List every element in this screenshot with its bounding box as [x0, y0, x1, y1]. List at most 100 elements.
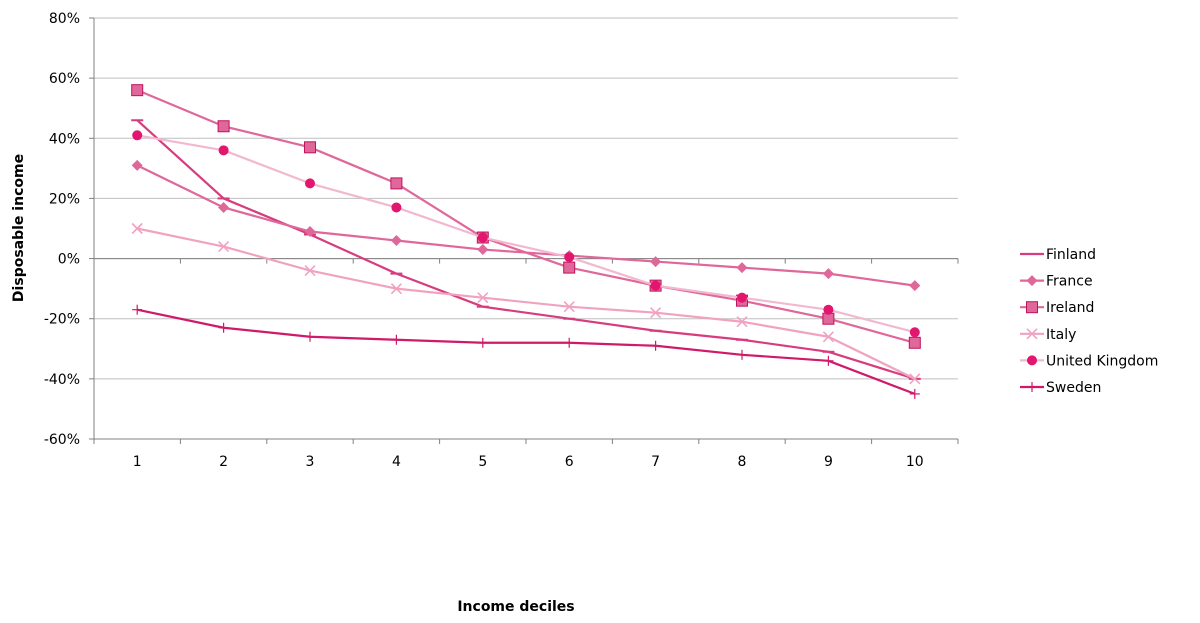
series-line [137, 134, 916, 334]
series-ireland [131, 84, 921, 349]
data-point-circle [909, 327, 920, 338]
data-point-circle [564, 252, 575, 263]
x-tick-label: 3 [306, 454, 315, 470]
x-axis-title: Income deciles [457, 599, 574, 615]
data-point-square [304, 141, 316, 154]
data-point-circle [132, 130, 143, 141]
data-point-circle [305, 178, 315, 189]
data-point-square [131, 84, 144, 97]
data-point-plus [391, 334, 402, 345]
data-point-cross [477, 292, 489, 304]
data-point-cross [218, 240, 230, 253]
y-tick-label: 60% [49, 71, 80, 87]
x-tick-label: 5 [478, 454, 487, 470]
series-italy [131, 222, 921, 385]
series-line [136, 308, 916, 395]
data-point-square [390, 177, 403, 190]
legend-label: Italy [1046, 327, 1076, 343]
data-point-cross [909, 373, 921, 385]
data-point-plus [650, 340, 661, 351]
data-point-diamond [477, 244, 489, 256]
legend-item: Italy [1020, 327, 1076, 343]
data-point-diamond [1026, 275, 1038, 287]
data-point-cross [563, 301, 575, 313]
data-point-cross [1026, 328, 1038, 340]
legend-item: United Kingdom [1020, 353, 1158, 369]
data-point-cross [390, 283, 402, 295]
x-tick-label: 10 [906, 454, 924, 470]
data-point-plus [1027, 382, 1037, 392]
data-point-diamond [909, 280, 921, 292]
y-tick-label: -20% [44, 312, 80, 328]
x-tick-label: 2 [219, 454, 228, 470]
data-point-circle [1027, 355, 1037, 366]
legend-item: Sweden [1020, 380, 1101, 396]
data-point-circle [737, 292, 747, 303]
data-point-diamond [390, 235, 402, 247]
series-line [136, 119, 916, 380]
data-point-diamond [822, 268, 834, 280]
series-france [131, 159, 921, 292]
series-lines [131, 84, 921, 399]
data-point-circle [218, 145, 229, 156]
legend-label: Finland [1046, 247, 1096, 263]
data-point-square [563, 261, 576, 274]
series-sweden [132, 304, 920, 399]
data-point-circle [823, 304, 834, 315]
series-finland [131, 119, 921, 380]
x-tick-label: 4 [392, 454, 401, 470]
legend-label: Sweden [1046, 380, 1101, 396]
legend-item: Finland [1020, 247, 1096, 263]
data-point-plus [218, 322, 229, 333]
legend-label: Ireland [1046, 300, 1094, 316]
legend-label: United Kingdom [1046, 353, 1158, 369]
y-tick-label: 40% [49, 131, 80, 147]
data-point-diamond [131, 159, 143, 171]
data-point-diamond [218, 201, 230, 213]
x-tick-label: 6 [565, 454, 574, 470]
data-point-cross [822, 331, 834, 343]
data-point-plus [132, 304, 143, 315]
legend: Finland France Ireland Italy United Kingdom S… [1020, 247, 1158, 396]
data-point-square [1026, 301, 1038, 314]
axes: -60% -40% -20% 0% 20% 40% 60% 80% 1 2 3 4 5 6 7 8 9 10 [44, 11, 959, 470]
data-point-square [908, 336, 921, 349]
y-axis-title: Disposable income [11, 154, 27, 302]
legend-item: France [1020, 274, 1093, 290]
y-tick-label: 20% [49, 191, 80, 207]
data-point-circle [391, 202, 402, 213]
data-point-square [822, 312, 835, 325]
data-point-cross [131, 222, 143, 235]
data-point-circle [477, 232, 488, 243]
x-tick-label: 9 [824, 454, 833, 470]
data-point-diamond [650, 256, 662, 268]
data-point-diamond [736, 262, 748, 274]
data-point-plus [564, 337, 575, 348]
data-point-plus [305, 331, 315, 342]
legend-label: France [1046, 274, 1093, 290]
data-point-diamond [304, 226, 316, 238]
data-point-plus [477, 337, 488, 348]
data-point-plus [909, 388, 920, 399]
x-tick-label: 8 [738, 454, 747, 470]
data-point-cross [304, 265, 316, 277]
y-tick-label: 80% [49, 11, 80, 27]
data-point-circle [650, 280, 661, 291]
data-point-plus [823, 355, 834, 366]
series-line [136, 227, 916, 380]
data-point-cross [650, 307, 662, 319]
legend-item: Ireland [1020, 300, 1094, 316]
data-point-cross [736, 316, 748, 328]
x-tick-label: 7 [651, 454, 660, 470]
data-point-square [217, 120, 230, 133]
series-line [136, 164, 915, 287]
y-tick-label: -60% [44, 432, 80, 448]
data-point-plus [737, 349, 747, 360]
x-tick-label: 1 [133, 454, 142, 470]
series-line [136, 89, 916, 344]
series-united-kingdom [132, 130, 920, 338]
y-tick-label: -40% [44, 372, 80, 388]
y-tick-label: 0% [58, 252, 80, 268]
